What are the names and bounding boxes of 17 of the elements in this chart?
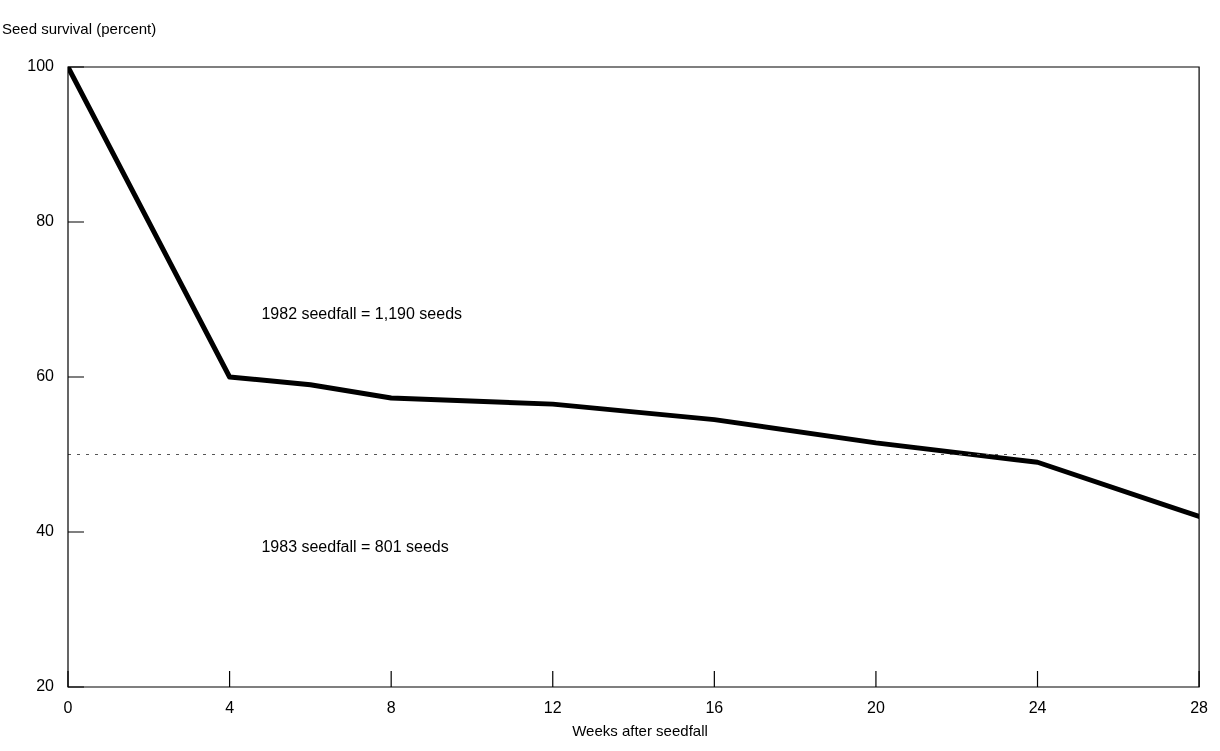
y-tick-label: 100 <box>27 57 55 75</box>
x-tick-label: 4 <box>225 699 235 717</box>
annotation: 1983 seedfall = 801 seeds <box>261 537 449 555</box>
y-axis-title: Seed survival (percent) <box>2 20 157 37</box>
y-tick-label: 20 <box>36 677 55 695</box>
y-tick-label: 60 <box>36 367 55 385</box>
y-tick-label: 80 <box>36 212 55 230</box>
annotation: 1982 seedfall = 1,190 seeds <box>261 305 463 323</box>
x-tick-label: 8 <box>386 699 396 717</box>
x-tick-label: 24 <box>1028 699 1047 717</box>
x-axis-title: Weeks after seedfall <box>571 722 709 739</box>
x-tick-label: 12 <box>543 699 562 717</box>
x-tick-label: 28 <box>1190 699 1209 717</box>
x-tick-label: 20 <box>867 699 885 717</box>
x-tick-label: 0 <box>63 699 73 717</box>
y-tick-label: 40 <box>36 522 55 540</box>
x-tick-label: 16 <box>705 699 724 717</box>
